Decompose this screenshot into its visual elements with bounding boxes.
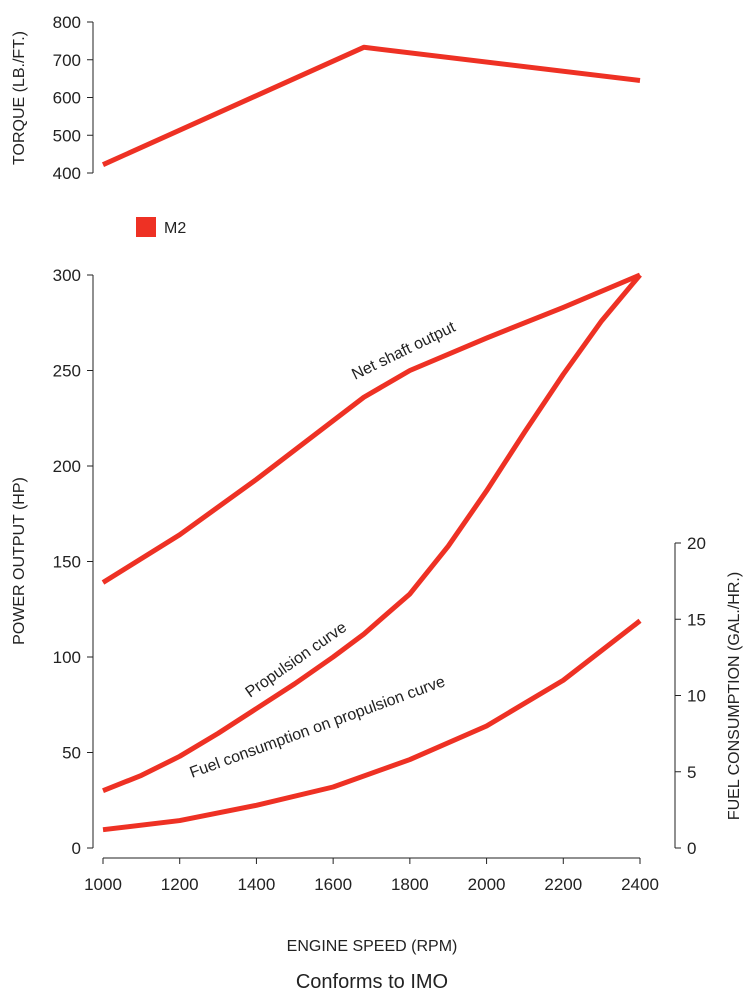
torque-tick-label: 600 — [53, 89, 81, 108]
power-tick-label: 100 — [53, 648, 81, 667]
power-axis-title: POWER OUTPUT (HP) — [11, 477, 28, 645]
fuel-axis-title: FUEL CONSUMPTION (GAL./HR.) — [726, 572, 743, 820]
torque-y-ticks: 400 500 600 700 800 — [53, 13, 93, 183]
rpm-tick-label: 2400 — [621, 875, 659, 894]
chart-caption: Conforms to IMO — [296, 971, 448, 993]
torque-panel: 400 500 600 700 800 TORQUE (LB./FT.) — [11, 13, 641, 183]
fuel-consumption-line — [102, 618, 642, 833]
fuel-tick-label: 5 — [687, 763, 696, 782]
power-panel: 0 50 100 150 200 250 300 0 5 10 15 20 1000 1200 1400… — [11, 266, 743, 955]
legend-label: M2 — [164, 220, 186, 237]
propulsion-curve-label: Propulsion curve — [243, 619, 350, 701]
rpm-tick-label: 1600 — [314, 875, 352, 894]
torque-axis-title: TORQUE (LB./FT.) — [11, 31, 28, 165]
power-tick-label: 0 — [72, 839, 81, 858]
fuel-tick-label: 15 — [687, 610, 706, 629]
rpm-tick-label: 1800 — [391, 875, 429, 894]
propulsion-curve-line — [102, 273, 642, 794]
rpm-tick-label: 1000 — [84, 875, 122, 894]
fuel-tick-label: 0 — [687, 839, 696, 858]
legend: M2 — [136, 217, 186, 237]
power-tick-label: 150 — [53, 553, 81, 572]
torque-line — [101, 44, 641, 167]
power-tick-label: 300 — [53, 266, 81, 285]
power-tick-label: 250 — [53, 362, 81, 381]
rpm-axis-title: ENGINE SPEED (RPM) — [287, 938, 458, 955]
legend-swatch — [136, 217, 156, 237]
fuel-tick-label: 10 — [687, 687, 706, 706]
rpm-x-ticks: 1000 1200 1400 1600 1800 2000 2200 2400 — [84, 858, 659, 894]
power-tick-label: 200 — [53, 457, 81, 476]
net-shaft-output-line — [101, 272, 641, 585]
fuel-y-ticks: 0 5 10 15 20 — [675, 534, 706, 858]
torque-tick-label: 400 — [53, 164, 81, 183]
torque-tick-label: 700 — [53, 51, 81, 70]
torque-tick-label: 500 — [53, 126, 81, 145]
rpm-tick-label: 2200 — [544, 875, 582, 894]
rpm-tick-label: 1200 — [161, 875, 199, 894]
rpm-tick-label: 2000 — [468, 875, 506, 894]
rpm-tick-label: 1400 — [238, 875, 276, 894]
power-tick-label: 50 — [62, 744, 81, 763]
fuel-tick-label: 20 — [687, 534, 706, 553]
power-y-ticks: 0 50 100 150 200 250 300 — [53, 266, 93, 858]
torque-tick-label: 800 — [53, 13, 81, 32]
